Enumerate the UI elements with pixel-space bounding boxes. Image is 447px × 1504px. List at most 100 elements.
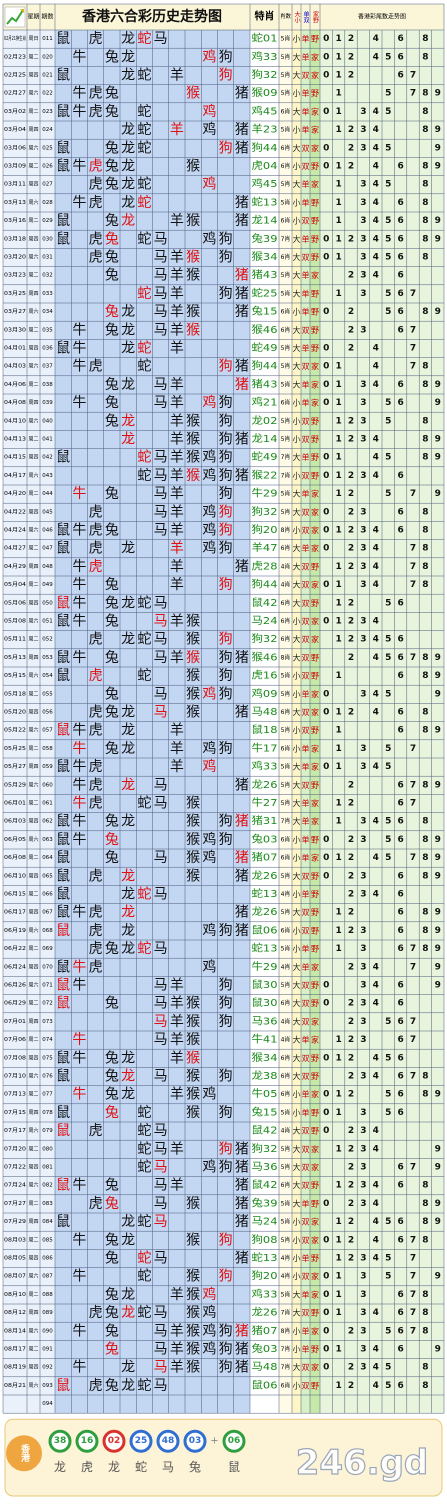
zodiac-cell: 狗 [219,650,233,666]
draw-date: 07月13 [4,1092,26,1098]
zodiac-cell: 兔 [105,1323,119,1339]
tail-digit: 5 [385,817,391,827]
zodiac-cell: 猴 [186,1196,200,1212]
tail-digit: 8 [422,34,428,44]
ball [129,1429,153,1453]
tail-digit: 0 [323,34,329,44]
zodiac-cell: 猴 [186,796,200,812]
draw-date: 06月29 [4,1001,26,1007]
ball [48,1429,72,1453]
kind-cell: 野 [311,1072,319,1081]
zodiac-cell: 兔 [105,322,119,338]
kind-cell: 家 [311,507,319,517]
parity-cell: 单 [302,307,310,317]
zodiac-cell: 羊 [170,395,184,411]
kind-cell: 野 [311,653,319,662]
draw-issue: 070 [42,964,53,970]
draw-weekday: 周六 [28,90,38,97]
tail-digit: 3 [360,234,366,244]
tail-digit: 8 [422,653,428,663]
zodiac-cell: 羊 [170,1141,184,1157]
special-zodiac: 鸡21 [252,396,278,409]
zodiac-cell: 牛 [72,1360,86,1376]
tail-digit: 9 [435,307,441,317]
tail-digit: 0 [323,762,329,772]
draw-weekday: 周六 [28,1273,38,1280]
kind-cell: 野 [311,908,319,917]
zodiac-cell: 虎 [89,1305,103,1321]
tail-digit: 8 [422,380,428,390]
zodiac-cell: 蛇 [137,140,151,156]
zodiac-cell: 蛇 [137,195,151,211]
draw-row: 04月27 周二 047 鼠虎龙羊鸡狗羊47 6肖大单家 0 2 3 4 7 8 [4,540,429,557]
tail-digit: 6 [397,1090,403,1100]
draw-weekday: 周四 [28,910,38,916]
parity-cell: 双 [302,781,310,790]
tail-digit: 5 [385,635,391,645]
tail-digit: 2 [348,307,354,317]
tail-digit: 2 [348,52,354,62]
zodiac-cell: 猪 [235,1214,249,1230]
zodiac-cell: 鼠 [56,905,70,921]
kind-cell: 家 [311,1289,319,1299]
tail-digit: 4 [373,708,379,718]
size-cell: 大 [293,452,301,462]
zodiac-cell: 蛇 [137,31,151,47]
size-cell: 大 [293,179,301,189]
ball-zodiac: 马 [162,1460,174,1474]
tail-digit: 6 [397,507,403,517]
ball-zodiac: 虎 [81,1460,93,1474]
kind-cell: 家 [311,689,319,699]
tail-digit: 3 [360,471,366,481]
tail-digit: 6 [397,981,403,991]
tail-digit: 0 [323,689,329,699]
draw-date: 04月08 [4,400,26,406]
special-zodiac: 猪43 [252,378,278,390]
draw-date: 03月25 [4,291,26,297]
kind-cell: 家 [311,398,319,408]
tail-digit: 9 [435,981,441,991]
zodiac-cell: 马 [154,850,168,866]
zodiac-cell: 蛇 [137,286,151,302]
size-cell: 小 [293,308,301,317]
size-cell: 大 [293,234,301,244]
zodiac-count: 5肖 [281,180,291,188]
tail-digit: 3 [360,544,366,554]
zodiac-cell: 羊 [170,1287,184,1303]
kind-cell: 家 [311,1217,319,1227]
tail-digit: 2 [348,635,354,645]
zodiac-cell: 兔 [105,523,119,539]
draw-row: 03月20 周六 031 虎兔马羊猴狗猴34 6肖大双野 0 1 3 4 5 6 8 [4,250,429,266]
zodiac-cell: 龙 [121,195,135,211]
draw-row: 08月14 周六 090 牛兔马羊猴鸡狗猪猪07 8肖小单家 0 2 3 5 6 7 8 [4,1322,429,1339]
special-zodiac: 兔15 [252,1105,278,1118]
kind-cell: 野 [311,926,319,935]
tail-digit: 0 [323,453,329,463]
zodiac-cell: 兔 [105,832,119,848]
parity-cell: 双 [302,1272,310,1281]
zodiac-cell: 羊 [170,1360,184,1376]
zodiac-cell: 羊 [170,1014,184,1030]
size-cell: 小 [293,471,301,480]
tail-digit: 0 [323,708,329,718]
tail-digit: 8 [422,1308,428,1318]
zodiac-cell: 马 [154,1323,168,1339]
zodiac-cell: 马 [154,595,168,611]
zodiac-cell: 猴 [186,1360,200,1376]
kind-cell: 野 [311,162,319,171]
size-cell: 大 [293,598,301,608]
zodiac-cell: 狗 [219,1141,233,1157]
zodiac-cell: 牛 [72,759,86,775]
special-zodiac: 牛41 [252,1033,278,1046]
zodiac-count: 7肖 [281,1309,291,1317]
zodiac-cell: 牛 [72,486,86,502]
size-cell: 大 [293,343,301,353]
kind-cell: 家 [311,525,319,535]
zodiac-cell: 虎 [89,705,103,721]
special-zodiac: 狗32 [252,68,278,81]
zodiac-cell: 鼠 [56,595,70,611]
tail-digit: 8 [422,1217,428,1227]
zodiac-cell: 鸡 [202,922,216,939]
kind-cell: 野 [311,289,319,298]
